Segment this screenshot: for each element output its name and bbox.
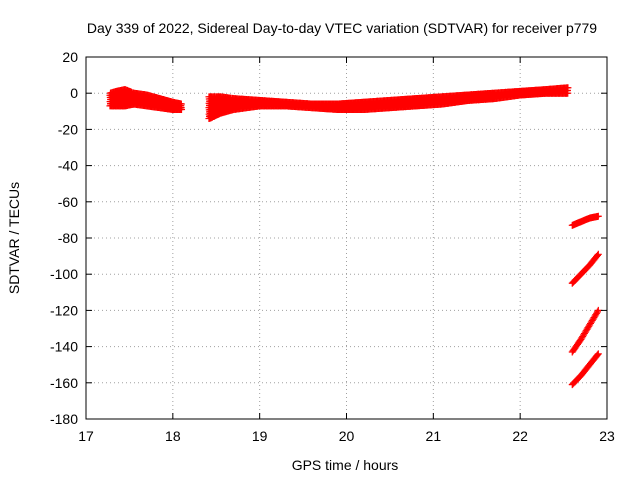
y-tick-label: -100	[50, 266, 78, 282]
data-point-marker	[594, 250, 602, 258]
data-point-marker	[564, 84, 572, 92]
y-tick-label: -60	[58, 194, 78, 210]
data-point-marker	[593, 308, 601, 316]
data-point-marker	[593, 351, 601, 359]
x-tick-label: 20	[339, 428, 355, 444]
y-tick-label: -140	[50, 339, 78, 355]
data-point-marker	[594, 212, 602, 220]
x-tick-label: 18	[165, 428, 181, 444]
y-tick-label: 0	[70, 85, 78, 101]
y-tick-label: -120	[50, 302, 78, 318]
chart-title: Day 339 of 2022, Sidereal Day-to-day VTE…	[87, 20, 597, 36]
x-tick-label: 17	[78, 428, 94, 444]
x-tick-label: 19	[252, 428, 268, 444]
x-tick-label: 23	[599, 428, 615, 444]
data-point-marker	[593, 251, 601, 259]
data-point-marker	[177, 100, 185, 108]
y-tick-label: -40	[58, 158, 78, 174]
x-tick-label: 22	[512, 428, 528, 444]
x-axis-ticks: 17 18 19 20 21 22 23	[78, 57, 615, 444]
y-axis-ticks: 20 0 -20 -40 -60 -80 -100 -120 -140 -160 -180	[50, 49, 607, 427]
y-tick-label: -80	[58, 230, 78, 246]
x-tick-label: 21	[426, 428, 442, 444]
y-axis-label: SDTVAR / TECUs	[6, 182, 22, 294]
y-tick-label: 20	[62, 49, 78, 65]
data-point-marker	[594, 306, 602, 314]
y-tick-label: -20	[58, 121, 78, 137]
grid-lines	[86, 57, 607, 419]
data-points	[106, 84, 602, 389]
data-point-marker	[594, 350, 602, 358]
x-axis-label: GPS time / hours	[292, 457, 399, 473]
y-tick-label: -180	[50, 411, 78, 427]
y-tick-label: -160	[50, 375, 78, 391]
